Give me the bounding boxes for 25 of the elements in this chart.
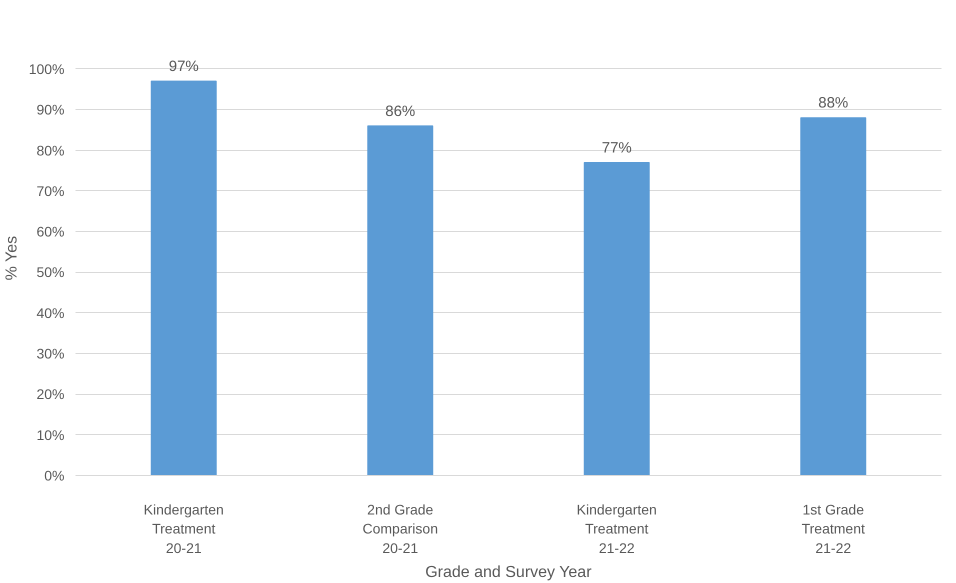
y-tick-label: 70% [36, 182, 65, 199]
x-tick-label: 1st Grade Treatment 21-22 [802, 502, 865, 556]
data-label: 86% [385, 102, 416, 120]
y-tick-label: 30% [36, 346, 65, 362]
data-label: 97% [168, 58, 199, 76]
y-tick-label: 90% [36, 102, 65, 118]
data-label: 77% [602, 139, 632, 156]
y-tick-label: 60% [36, 224, 65, 240]
x-tick-label: 2nd Grade Comparison 20-21 [362, 502, 438, 556]
y-tick-label: 50% [36, 264, 65, 280]
y-tick-label: 80% [36, 142, 65, 158]
x-tick-label: Kindergarten Treatment 20-21 [144, 502, 224, 556]
bar [584, 162, 650, 476]
x-axis-title: Grade and Survey Year [425, 564, 592, 581]
y-tick-label: 40% [36, 304, 65, 321]
data-label: 88% [818, 94, 848, 112]
x-tick-label: Kindergarten Treatment 21-22 [576, 502, 657, 556]
y-axis-title: % Yes [4, 236, 21, 280]
y-tick-label: 100% [28, 60, 65, 77]
y-tick-label: 20% [36, 386, 65, 402]
y-tick-label: 10% [36, 426, 65, 443]
bar [367, 125, 434, 476]
y-tick-label: 0% [44, 468, 64, 484]
bar [800, 117, 866, 476]
bar [150, 80, 217, 476]
